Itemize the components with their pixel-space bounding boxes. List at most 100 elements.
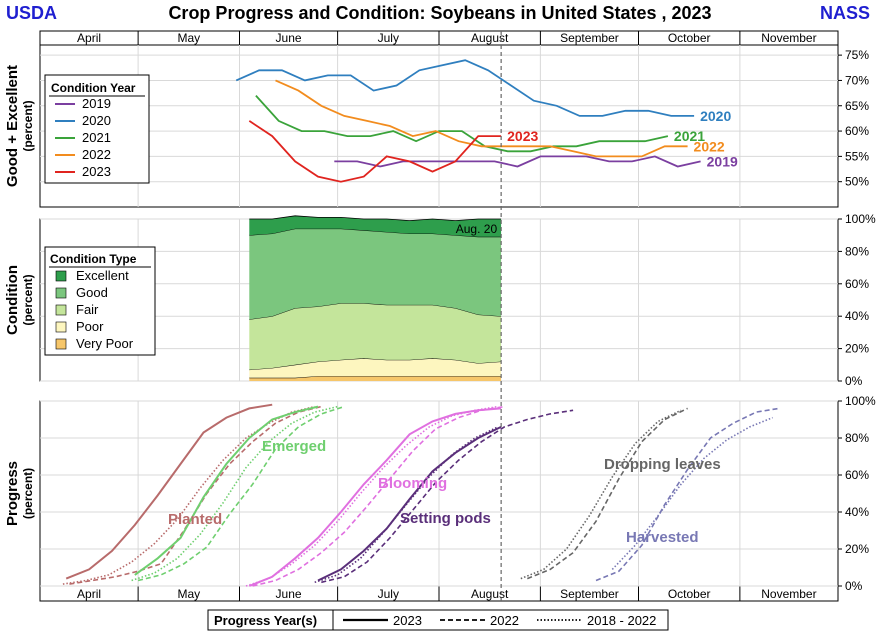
good_excellent-ylabel: Good + Excellent (4, 65, 21, 187)
progress-ylabel: Progress (4, 461, 21, 526)
series-end-label-2020: 2020 (700, 108, 731, 124)
good_excellent-tick-label: 65% (845, 99, 869, 113)
legend-swatch-good (55, 287, 67, 299)
progress-line-blooming-dashed (252, 405, 505, 587)
progress-tick-label: 80% (845, 431, 869, 445)
legend-item-dotted: 2018 - 2022 (587, 613, 656, 628)
legend-swatch-poor (55, 321, 67, 333)
progress-line-harvested-dotted (611, 416, 773, 570)
progress-ylabel-sub: (percent) (21, 468, 35, 519)
top-month-label: July (378, 31, 399, 45)
legend-item-very-poor: Very Poor (76, 336, 134, 351)
progress-year-legend: Progress Year(s) 2023 2022 2018 - 2022 (207, 609, 669, 631)
top-month-label: August (471, 31, 509, 45)
progress-line-setting_pods-dashed (321, 409, 574, 584)
progress-line-dropping_leaves-dotted (520, 409, 682, 580)
series-end-label-2023: 2023 (507, 128, 538, 144)
condition-tick-label: 100% (845, 212, 876, 226)
top-month-label: April (77, 31, 101, 45)
condition-area-good (249, 228, 502, 320)
progress-line-emerged-dashed (137, 405, 345, 582)
condition-area-excellent (249, 215, 502, 237)
progress-tick-label: 60% (845, 468, 869, 482)
bottom-month-label: August (471, 587, 509, 601)
top-month-label: September (560, 31, 619, 45)
series-line-2023 (248, 120, 502, 183)
series-line-2019 (334, 155, 701, 168)
top-month-label: October (668, 31, 711, 45)
progress-line-harvested-dashed (595, 407, 780, 582)
good_excellent-tick-label: 60% (845, 124, 869, 138)
chart-title: Crop Progress and Condition: Soybeans in… (168, 3, 712, 23)
progress-line-dropping_leaves-dashed (527, 407, 688, 580)
condition-area-poor (249, 358, 502, 378)
series-end-label-2021: 2021 (674, 128, 705, 144)
legend-item-good: Good (76, 285, 108, 300)
top-month-label: November (761, 31, 816, 45)
bottom-month-label: September (560, 587, 619, 601)
series-line-2020 (235, 59, 695, 117)
condition-ylabel: Condition (4, 265, 21, 335)
progress-tick-label: 40% (845, 505, 869, 519)
progress-line-emerged-dotted (131, 405, 338, 582)
good_excellent-tick-label: 55% (845, 149, 869, 163)
nass-logo: NASS (819, 3, 870, 23)
series-line-2021 (255, 94, 669, 153)
legend-item-excellent: Excellent (76, 268, 129, 283)
bottom-month-label: November (761, 587, 816, 601)
progress-line-setting_pods-solid (317, 426, 502, 582)
legend-item-dashed: 2022 (490, 613, 519, 628)
condition-tick-label: 80% (845, 244, 869, 258)
legend-box (44, 246, 156, 356)
top-month-label: May (177, 31, 200, 45)
progress-tick-label: 20% (845, 542, 869, 556)
series-end-label-2019: 2019 (707, 153, 738, 169)
progress-line-blooming-solid (248, 407, 502, 587)
legend-box (207, 609, 669, 631)
good_excellent-ylabel-sub: (percent) (21, 100, 35, 151)
condition-tick-label: 40% (845, 309, 869, 323)
bottom-month-label: October (668, 587, 711, 601)
legend-item-fair: Fair (76, 302, 99, 317)
stage-label-blooming: Blooming (378, 475, 447, 492)
legend-item-2021: 2021 (82, 130, 111, 145)
condition-tick-label: 0% (845, 374, 863, 388)
bottom-month-label: April (77, 587, 101, 601)
progress-line-setting_pods-dotted (314, 426, 499, 584)
stage-label-planted: Planted (168, 511, 222, 528)
stage-label-emerged: Emerged (262, 438, 326, 455)
legend-item-2019: 2019 (82, 96, 111, 111)
condition-area-very-poor (249, 376, 502, 381)
good_excellent-tick-label: 50% (845, 175, 869, 189)
legend-title: Condition Year (51, 81, 136, 95)
legend-box (44, 74, 150, 184)
legend-swatch-fair (55, 304, 67, 316)
bottom-month-label: July (378, 587, 399, 601)
stage-label-setting-pods: Setting pods (400, 510, 491, 527)
stage-label-harvested: Harvested (626, 529, 699, 546)
condition-boundary-excellent (249, 215, 502, 222)
series-line-2022 (275, 79, 688, 158)
progress-tick-label: 100% (845, 394, 876, 408)
stage-label-dropping-leaves: Dropping leaves (604, 456, 721, 473)
legend-item-solid: 2023 (393, 613, 422, 628)
good_excellent-tick-label: 70% (845, 73, 869, 87)
current-week-annotation: Aug. 20 (456, 222, 498, 236)
legend-swatch-very-poor (55, 338, 67, 350)
progress-line-planted-solid (65, 403, 273, 580)
progress-line-blooming-dotted (245, 405, 499, 587)
legend-item-2020: 2020 (82, 113, 111, 128)
legend-swatch-excellent (55, 270, 67, 282)
condition-tick-label: 60% (845, 277, 869, 291)
legend-title: Condition Type (50, 252, 137, 266)
legend-item-2022: 2022 (82, 147, 111, 162)
top-month-label: June (276, 31, 302, 45)
progress-line-planted-dotted (62, 405, 315, 585)
condition-ylabel-sub: (percent) (21, 274, 35, 325)
condition-type-legend: Condition Type Excellent Good Fair Poor Very … (44, 246, 156, 356)
condition-tick-label: 20% (845, 342, 869, 356)
bottom-month-label: May (177, 587, 200, 601)
progress-tick-label: 0% (845, 579, 863, 593)
